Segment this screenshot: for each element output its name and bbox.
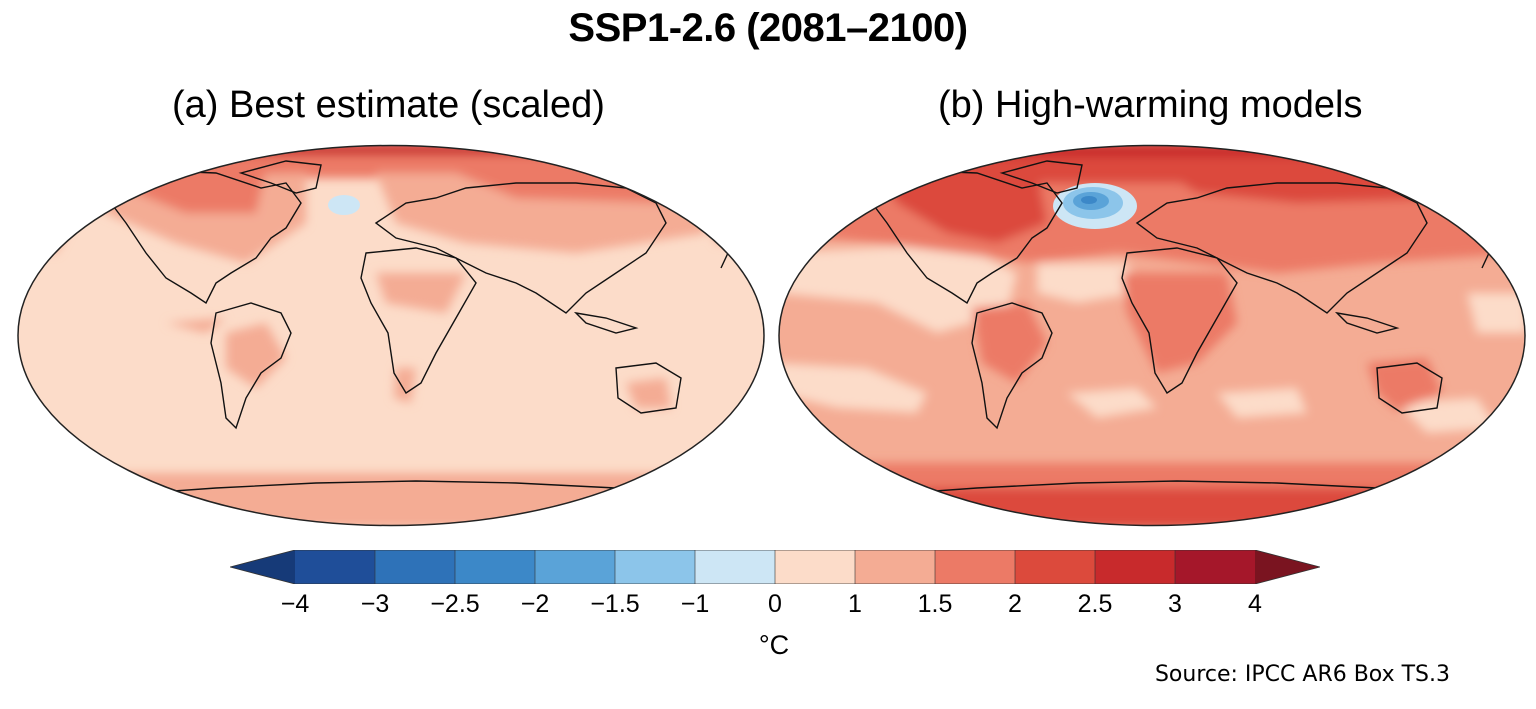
panel-b-title: (b) High-warming models [938,84,1363,126]
colorbar-segment [295,550,376,584]
colorbar-segment [455,550,536,584]
map-panel-a [17,144,765,527]
colorbar-segment [1095,550,1176,584]
colorbar-tick-label: 4 [1248,590,1262,618]
colorbar-tick-label: 1 [848,590,862,618]
warming-field-b [779,145,1525,526]
colorbar-tick-label: −1 [680,590,710,618]
colorbar-unit: °C [758,630,790,660]
source-note: Source: IPCC AR6 Box TS.3 [1154,662,1450,687]
colorbar-tick-label: −2 [520,590,550,618]
colorbar-segment [615,550,696,584]
colorbar-tick-label: 3 [1168,590,1182,618]
colorbar-tick-label: −1.5 [590,590,640,618]
colorbar-segment [695,550,776,584]
colorbar-tick-label: −4 [280,590,310,618]
colorbar-segment [1015,550,1096,584]
colorbar-segment [1175,550,1256,584]
colorbar-tick-label: 2 [1008,590,1022,618]
colorbar-segment [935,550,1016,584]
colorbar-tick-label: 2.5 [1077,590,1113,618]
panel-a-title: (a) Best estimate (scaled) [172,84,605,126]
colorbar-arrow-low [230,550,295,584]
colorbar-tick-label: −2.5 [430,590,480,618]
colorbar [230,550,1320,584]
colorbar-segment [775,550,856,584]
colorbar-tick-label: 0 [768,590,782,618]
colorbar-arrow-high [1255,550,1320,584]
colorbar-tick-label: −3 [360,590,390,618]
colorbar-segment [855,550,936,584]
cooling-spot [1053,183,1137,229]
colorbar-segment [375,550,456,584]
colorbar-tick-label: 1.5 [917,590,953,618]
colorbar-segment [535,550,616,584]
figure-title: SSP1-2.6 (2081–2100) [568,6,968,50]
map-panel-b [778,144,1526,527]
